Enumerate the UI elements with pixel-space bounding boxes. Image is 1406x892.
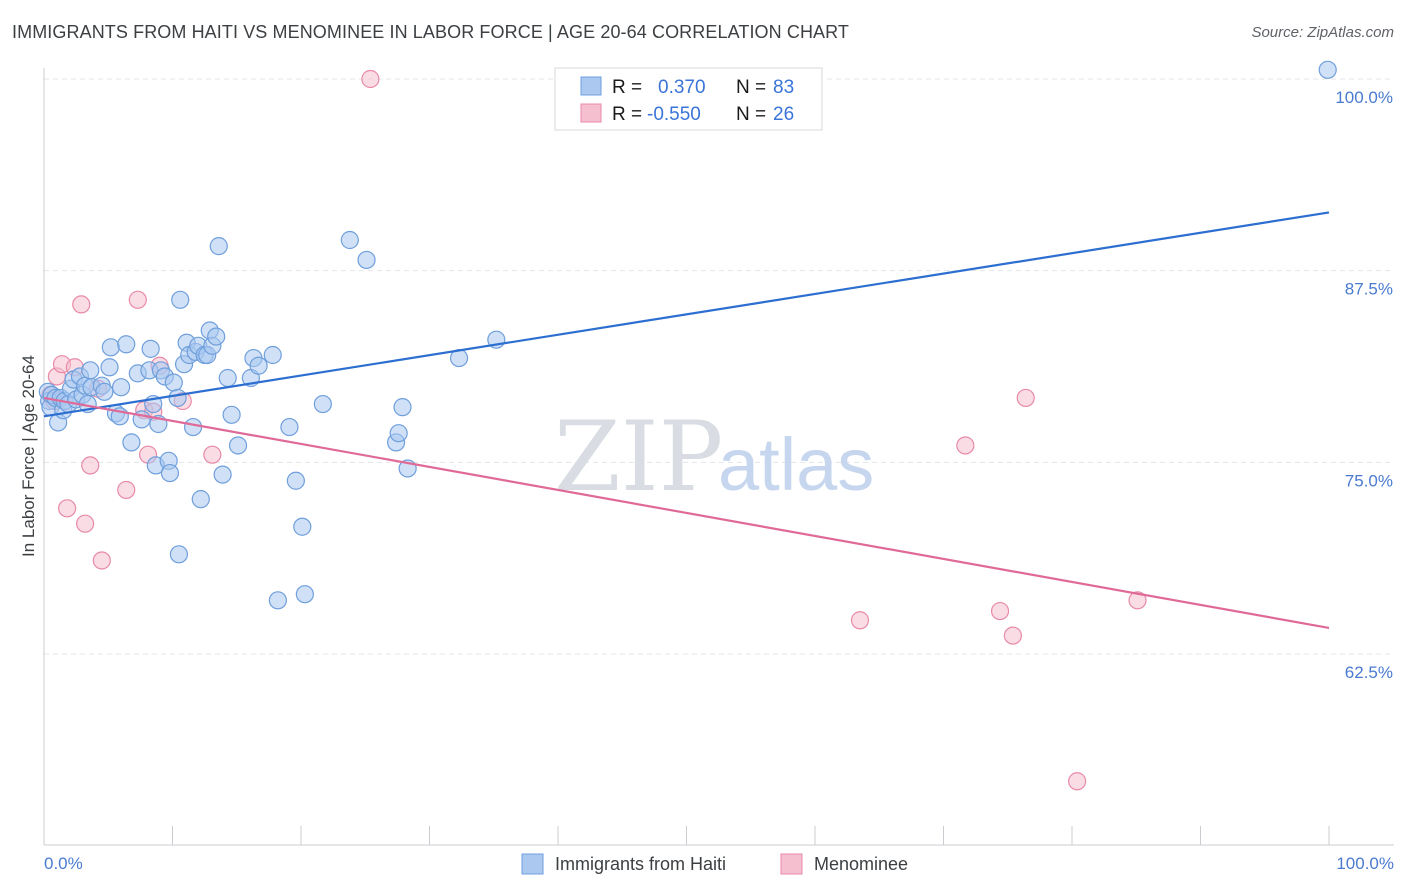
- legend-n-value-haiti: 83: [773, 77, 794, 98]
- haiti-point-62: [249, 356, 268, 375]
- haiti-point-39: [164, 373, 183, 392]
- x-tick-labels: 0.0% 100.0%: [44, 854, 1394, 873]
- haiti-trend-line: [43, 211, 1330, 418]
- y-tick-label-3: 62.5%: [1345, 663, 1393, 682]
- haiti-point-74: [393, 398, 412, 417]
- legend-n-label-menominee: N =: [736, 104, 766, 125]
- haiti-point-73: [389, 424, 408, 443]
- menominee-point-23: [1003, 626, 1022, 645]
- haiti-point-40: [168, 388, 187, 408]
- menominee-point-10: [92, 551, 111, 570]
- legend-n-label-haiti: N =: [736, 77, 766, 98]
- y-tick-label-2: 75.0%: [1345, 471, 1393, 490]
- legend-r-value-menominee: -0.550: [647, 104, 701, 125]
- haiti-point-67: [293, 517, 312, 536]
- menominee-point-11: [117, 480, 136, 500]
- haiti-point-21: [100, 358, 119, 377]
- legend-swatch-menominee: [580, 103, 602, 123]
- series-legend-swatch-haiti: [521, 853, 544, 875]
- haiti-point-65: [280, 417, 299, 437]
- y-tick-label-0: 100.0%: [1335, 88, 1393, 107]
- haiti-point-58: [222, 405, 241, 424]
- haiti-point-69: [313, 394, 332, 414]
- y-tick-label-1: 87.5%: [1345, 280, 1393, 299]
- menominee-point-26: [1068, 772, 1087, 791]
- menominee-point-24: [1016, 388, 1035, 408]
- haiti-points: [38, 60, 1337, 610]
- haiti-point-22: [101, 338, 120, 357]
- haiti-point-57: [218, 368, 237, 388]
- watermark-zip: ZIP: [554, 401, 723, 513]
- trend-lines: [43, 211, 1330, 630]
- x-tick-label-0: 0.0%: [44, 854, 83, 873]
- x-tick-label-100: 100.0%: [1336, 854, 1394, 873]
- haiti-point-49: [191, 490, 210, 509]
- chart-title: IMMIGRANTS FROM HAITI VS MENOMINEE IN LA…: [12, 22, 850, 42]
- haiti-point-59: [228, 436, 248, 455]
- haiti-point-66: [286, 471, 305, 490]
- watermark-atlas: atlas: [718, 423, 874, 506]
- haiti-point-41: [169, 545, 189, 564]
- menominee-point-20: [850, 611, 870, 630]
- menominee-point-4: [58, 499, 77, 518]
- haiti-point-56: [213, 465, 232, 484]
- menominee-point-8: [81, 456, 100, 475]
- y-tick-labels: 100.0% 87.5% 75.0% 62.5%: [1335, 88, 1393, 682]
- menominee-point-6: [72, 295, 91, 314]
- menominee-point-22: [990, 601, 1010, 621]
- haiti-point-55: [209, 237, 228, 256]
- menominee-point-18: [203, 445, 222, 464]
- series-legend-swatch-menominee: [780, 853, 803, 875]
- legend-n-value-menominee: 26: [773, 104, 794, 125]
- haiti-point-54: [207, 327, 226, 346]
- menominee-trend-line: [43, 396, 1330, 630]
- haiti-point-17: [81, 361, 100, 380]
- series-legend: Immigrants from Haiti Menominee: [521, 853, 908, 875]
- haiti-point-38: [160, 463, 180, 483]
- stats-legend: R = 0.370 N = 83 R = -0.550 N = 26: [554, 67, 823, 131]
- menominee-point-21: [956, 436, 975, 455]
- chart-source: Source: ZipAtlas.com: [1251, 24, 1394, 41]
- legend-swatch-haiti: [580, 76, 602, 96]
- haiti-point-42: [171, 290, 190, 309]
- menominee-point-7: [76, 514, 95, 533]
- legend-r-label-haiti: R =: [612, 77, 642, 98]
- haiti-point-27: [122, 433, 141, 452]
- y-axis-label: In Labor Force | Age 20-64: [19, 355, 38, 557]
- haiti-point-68: [295, 585, 314, 604]
- haiti-point-20: [95, 382, 114, 401]
- menominee-point-19: [361, 69, 380, 89]
- menominee-point-25: [1128, 591, 1147, 610]
- haiti-point-25: [111, 378, 131, 397]
- x-axis-ticks: [43, 826, 1330, 845]
- haiti-point-70: [340, 230, 359, 250]
- haiti-point-26: [117, 335, 136, 354]
- haiti-point-71: [357, 250, 376, 270]
- haiti-point-64: [268, 591, 287, 610]
- haiti-point-78: [1318, 60, 1337, 79]
- haiti-point-31: [141, 339, 160, 358]
- legend-r-label-menominee: R =: [612, 104, 642, 125]
- legend-r-value-haiti: 0.370: [658, 77, 706, 98]
- haiti-point-46: [183, 417, 203, 437]
- gridlines: [44, 78, 1394, 655]
- menominee-point-12: [128, 290, 147, 309]
- series-legend-label-haiti: Immigrants from Haiti: [555, 854, 726, 874]
- haiti-point-63: [263, 345, 282, 365]
- series-legend-label-menominee: Menominee: [814, 854, 908, 874]
